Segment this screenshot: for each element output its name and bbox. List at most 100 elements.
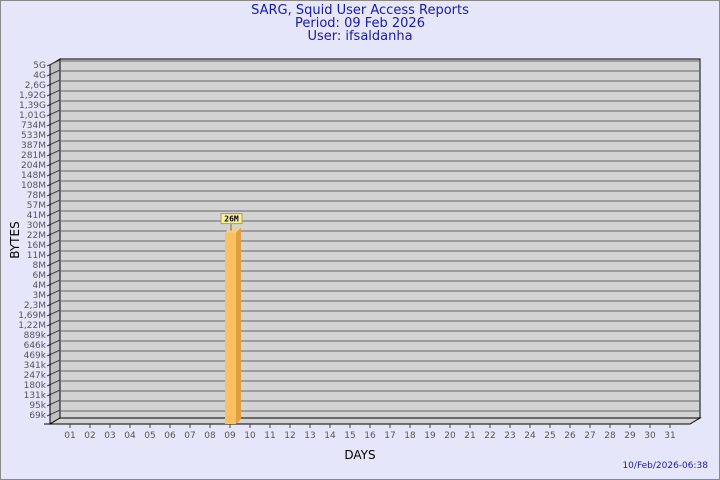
y-tick (46, 89, 61, 97)
y-tick-label: 8M (33, 261, 47, 271)
y-tick-label: 646k (24, 341, 47, 351)
y-tick (46, 169, 61, 177)
y-tick-label: 1,92G (19, 91, 46, 101)
x-tick-label: 07 (184, 431, 195, 441)
y-tick (46, 179, 61, 187)
y-tick (46, 279, 61, 287)
y-tick (46, 269, 61, 277)
y-tick-label: 2,6G (25, 81, 46, 91)
x-tick-label: 14 (324, 431, 336, 441)
floor (48, 417, 702, 425)
y-tick-label: 148M (21, 171, 46, 181)
x-axis-label: DAYS (344, 448, 376, 462)
x-tick-label: 28 (604, 431, 616, 441)
x-tick-label: 13 (304, 431, 315, 441)
x-tick-label: 18 (404, 431, 416, 441)
x-tick-label: 29 (624, 431, 636, 441)
x-tick-label: 23 (504, 431, 515, 441)
x-tick-label: 17 (384, 431, 395, 441)
y-tick-label: 6M (33, 271, 47, 281)
y-tick-label: 41M (27, 211, 46, 221)
y-tick (46, 69, 61, 77)
y-axis-label: BYTES (8, 221, 22, 259)
y-tick-label: 1,69M (18, 311, 46, 321)
x-tick-label: 04 (124, 431, 136, 441)
y-tick (46, 309, 61, 317)
chart-user: User: ifsaldanha (307, 29, 413, 44)
y-tick-label: 180k (24, 381, 47, 391)
x-tick-label: 30 (644, 431, 656, 441)
bar-side (236, 227, 241, 424)
y-tick-label: 2,3M (24, 301, 46, 311)
y-tick-label: 4G (33, 71, 46, 81)
y-tick-label: 95k (29, 401, 46, 411)
x-tick-label: 16 (364, 431, 376, 441)
x-tick-label: 26 (564, 431, 576, 441)
y-tick-label: 4M (33, 281, 47, 291)
y-tick (46, 369, 61, 377)
bar-data-label: 26M (224, 215, 239, 224)
y-tick-label: 1,01G (19, 111, 46, 121)
x-tick-label: 03 (104, 431, 115, 441)
x-tick-label: 20 (444, 431, 456, 441)
x-tick-label: 10 (244, 431, 256, 441)
bar-label-box (220, 213, 243, 225)
y-tick-label: 16M (27, 241, 46, 251)
y-tick-label: 533M (21, 131, 46, 141)
y-tick (46, 219, 61, 227)
y-tick-label: 22M (27, 231, 46, 241)
y-tick-label: 469k (24, 351, 47, 361)
y-tick-label: 281M (21, 151, 46, 161)
y-tick (46, 239, 61, 247)
y-tick (46, 259, 61, 267)
x-tick-label: 31 (664, 431, 675, 441)
y-tick (46, 149, 61, 157)
y-tick-label: 131k (24, 391, 47, 401)
y-tick-label: 57M (27, 201, 46, 211)
y-tick-label: 108M (21, 181, 46, 191)
y-tick-label: 889k (24, 331, 47, 341)
y-tick (46, 379, 61, 387)
y-tick-label: 11M (27, 251, 46, 261)
y-tick-label: 3M (33, 291, 47, 301)
x-tick-label: 11 (264, 431, 275, 441)
x-tick-label: 01 (64, 431, 75, 441)
bar-top (225, 227, 241, 233)
y-tick (46, 119, 61, 127)
y-tick (46, 139, 61, 147)
bar (225, 232, 236, 424)
x-tick-label: 22 (484, 431, 495, 441)
x-tick-label: 05 (144, 431, 155, 441)
y-tick (46, 209, 61, 217)
y-tick-label: 30M (27, 221, 46, 231)
y-tick (46, 359, 61, 367)
chart-period: Period: 09 Feb 2026 (295, 16, 425, 31)
chart-title: SARG, Squid User Access Reports (251, 3, 469, 18)
x-tick-label: 08 (204, 431, 216, 441)
y-tick (46, 229, 61, 237)
y-tick-label: 387M (21, 141, 46, 151)
y-tick (46, 199, 61, 207)
y-tick (46, 389, 61, 397)
y-tick (46, 329, 61, 337)
y-tick (46, 159, 61, 167)
y-tick-label: 78M (27, 191, 46, 201)
y-tick-label: 204M (21, 161, 46, 171)
y-tick-label: 1,22M (18, 321, 46, 331)
y-tick (46, 59, 61, 67)
x-tick-label: 25 (544, 431, 555, 441)
x-tick-label: 24 (524, 431, 536, 441)
x-tick-label: 12 (284, 431, 295, 441)
y-tick-label: 69k (29, 411, 46, 421)
x-tick-label: 02 (84, 431, 95, 441)
y-tick (46, 299, 61, 307)
y-tick (46, 79, 61, 87)
y-tick-label: 247k (24, 371, 47, 381)
x-tick-label: 15 (344, 431, 355, 441)
y-tick (46, 349, 61, 357)
y-tick (46, 249, 61, 257)
x-tick-label: 09 (224, 431, 236, 441)
y-tick (46, 399, 61, 407)
timestamp: 10/Feb/2026-06:38 (622, 461, 708, 471)
y-tick (46, 109, 61, 117)
